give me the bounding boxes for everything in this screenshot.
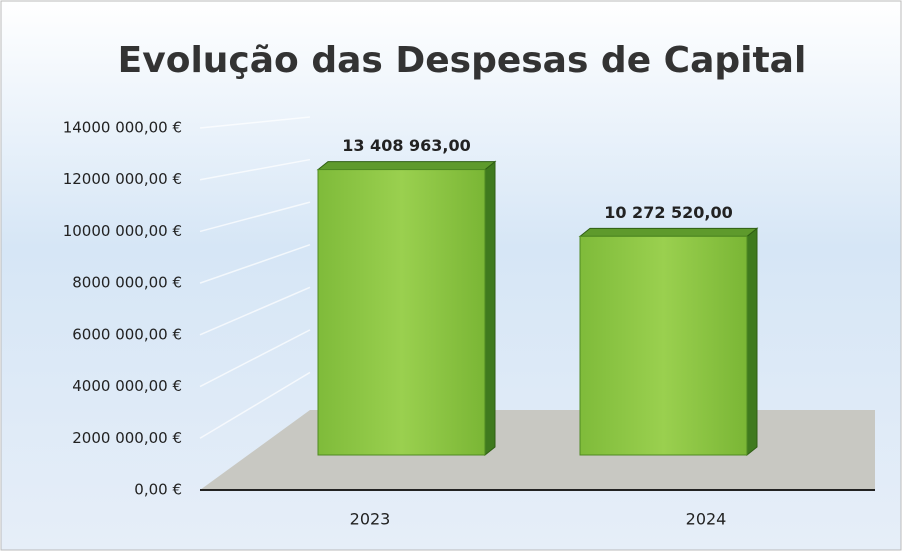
x-tick-label: 2024 xyxy=(686,510,727,529)
x-tick-label: 2023 xyxy=(350,510,391,529)
chart-title: Evolução das Despesas de Capital xyxy=(118,40,807,81)
bar xyxy=(579,235,748,456)
grid-line xyxy=(199,371,311,439)
bar-top xyxy=(316,161,497,171)
grid-line xyxy=(199,286,311,336)
bar-top xyxy=(578,227,759,237)
data-label: 10 272 520,00 xyxy=(604,203,733,222)
floor xyxy=(200,410,875,490)
bar-side xyxy=(746,227,758,457)
grid-line xyxy=(199,329,311,388)
y-tick-label: 2000 000,00 € xyxy=(72,429,182,447)
grid-line xyxy=(199,244,311,284)
y-tick-label: 4000 000,00 € xyxy=(72,377,182,395)
y-tick-label: 6000 000,00 € xyxy=(72,325,182,343)
y-tick-label: 8000 000,00 € xyxy=(72,274,182,292)
grid-line xyxy=(199,201,311,233)
grid-line xyxy=(199,158,311,181)
grid-line xyxy=(199,116,311,129)
bar-side xyxy=(484,160,496,457)
data-label: 13 408 963,00 xyxy=(342,136,471,155)
y-tick-label: 12000 000,00 € xyxy=(63,170,182,188)
bar xyxy=(317,169,486,456)
y-tick-label: 0,00 € xyxy=(134,481,182,499)
y-tick-label: 10000 000,00 € xyxy=(63,222,182,240)
y-tick-label: 14000 000,00 € xyxy=(63,119,182,137)
